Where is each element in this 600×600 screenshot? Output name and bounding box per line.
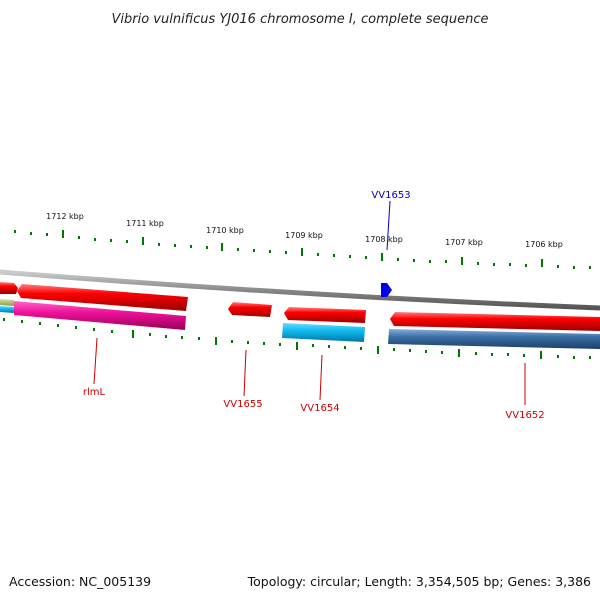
chromosome-backbone: [0, 269, 600, 311]
gene-arrow-edge-left[interactable]: [0, 282, 18, 294]
gene-arrow-rlmL-partner[interactable]: [17, 284, 188, 311]
leader-line: [319, 354, 323, 401]
ruler-tick-label: 1710 kbp: [206, 226, 244, 235]
ruler-tick-label: 1708 kbp: [365, 235, 403, 244]
gene-label-group-vv1655[interactable]: VV1655: [223, 349, 263, 410]
ruler-ticks-upper: 1712 kbp 1711 kbp 1710 kbp 1709 kbp 1708…: [14, 212, 591, 269]
gene-label-vv1653[interactable]: VV1653: [371, 190, 410, 201]
ruler-ticks-lower: [3, 318, 591, 359]
ruler-major-ticks-lower: [132, 330, 542, 359]
leader-line: [386, 200, 391, 251]
gene-label-vv1654[interactable]: VV1654: [300, 403, 339, 414]
gene-arrow-vv1655[interactable]: [228, 302, 272, 317]
gene-label-vv1655[interactable]: VV1655: [223, 399, 262, 410]
feature-cyan-edge: [0, 306, 14, 313]
feature-track: [0, 299, 600, 349]
ruler-major-ticks-upper: [62, 230, 543, 267]
gene-label-group-vv1652[interactable]: VV1652: [505, 363, 545, 421]
gene-label-group-rlmL[interactable]: rlmL: [83, 337, 106, 398]
feature-olive-edge: [0, 299, 14, 306]
ruler-tick-label: 1706 kbp: [525, 240, 563, 249]
leader-line: [243, 349, 247, 397]
gene-label-vv1652[interactable]: VV1652: [505, 410, 544, 421]
forward-strand-track: [0, 282, 600, 331]
ruler-minor-ticks-upper: [14, 230, 591, 269]
gene-label-rlmL[interactable]: rlmL: [83, 387, 106, 398]
map-title: Vibrio vulnificus YJ016 chromosome I, co…: [111, 12, 488, 27]
accession-text: Accession: NC_005139: [9, 574, 151, 589]
feature-vv1652-bar[interactable]: [388, 329, 600, 349]
gene-labels: rlmL VV1655 VV1654 VV1653 VV1652: [83, 190, 545, 421]
gene-arrow-vv1653[interactable]: [381, 283, 392, 297]
sequence-summary-text: Topology: circular; Length: 3,354,505 bp…: [247, 574, 591, 589]
ruler-tick-label: 1709 kbp: [285, 231, 323, 240]
ruler-minor-ticks-lower: [3, 318, 591, 359]
gene-arrow-vv1654-fwd[interactable]: [284, 307, 366, 323]
ruler-tick-label: 1707 kbp: [445, 238, 483, 247]
ruler-tick-label: 1711 kbp: [126, 219, 164, 228]
leader-line: [93, 337, 98, 385]
gene-arrow-vv1652[interactable]: [390, 312, 600, 331]
ruler-tick-label: 1712 kbp: [46, 212, 84, 221]
gene-label-group-vv1653[interactable]: VV1653: [371, 190, 411, 251]
feature-rlmL-bar[interactable]: [14, 301, 186, 330]
gene-label-group-vv1654[interactable]: VV1654: [300, 354, 340, 414]
feature-vv1654-bar[interactable]: [282, 323, 365, 342]
